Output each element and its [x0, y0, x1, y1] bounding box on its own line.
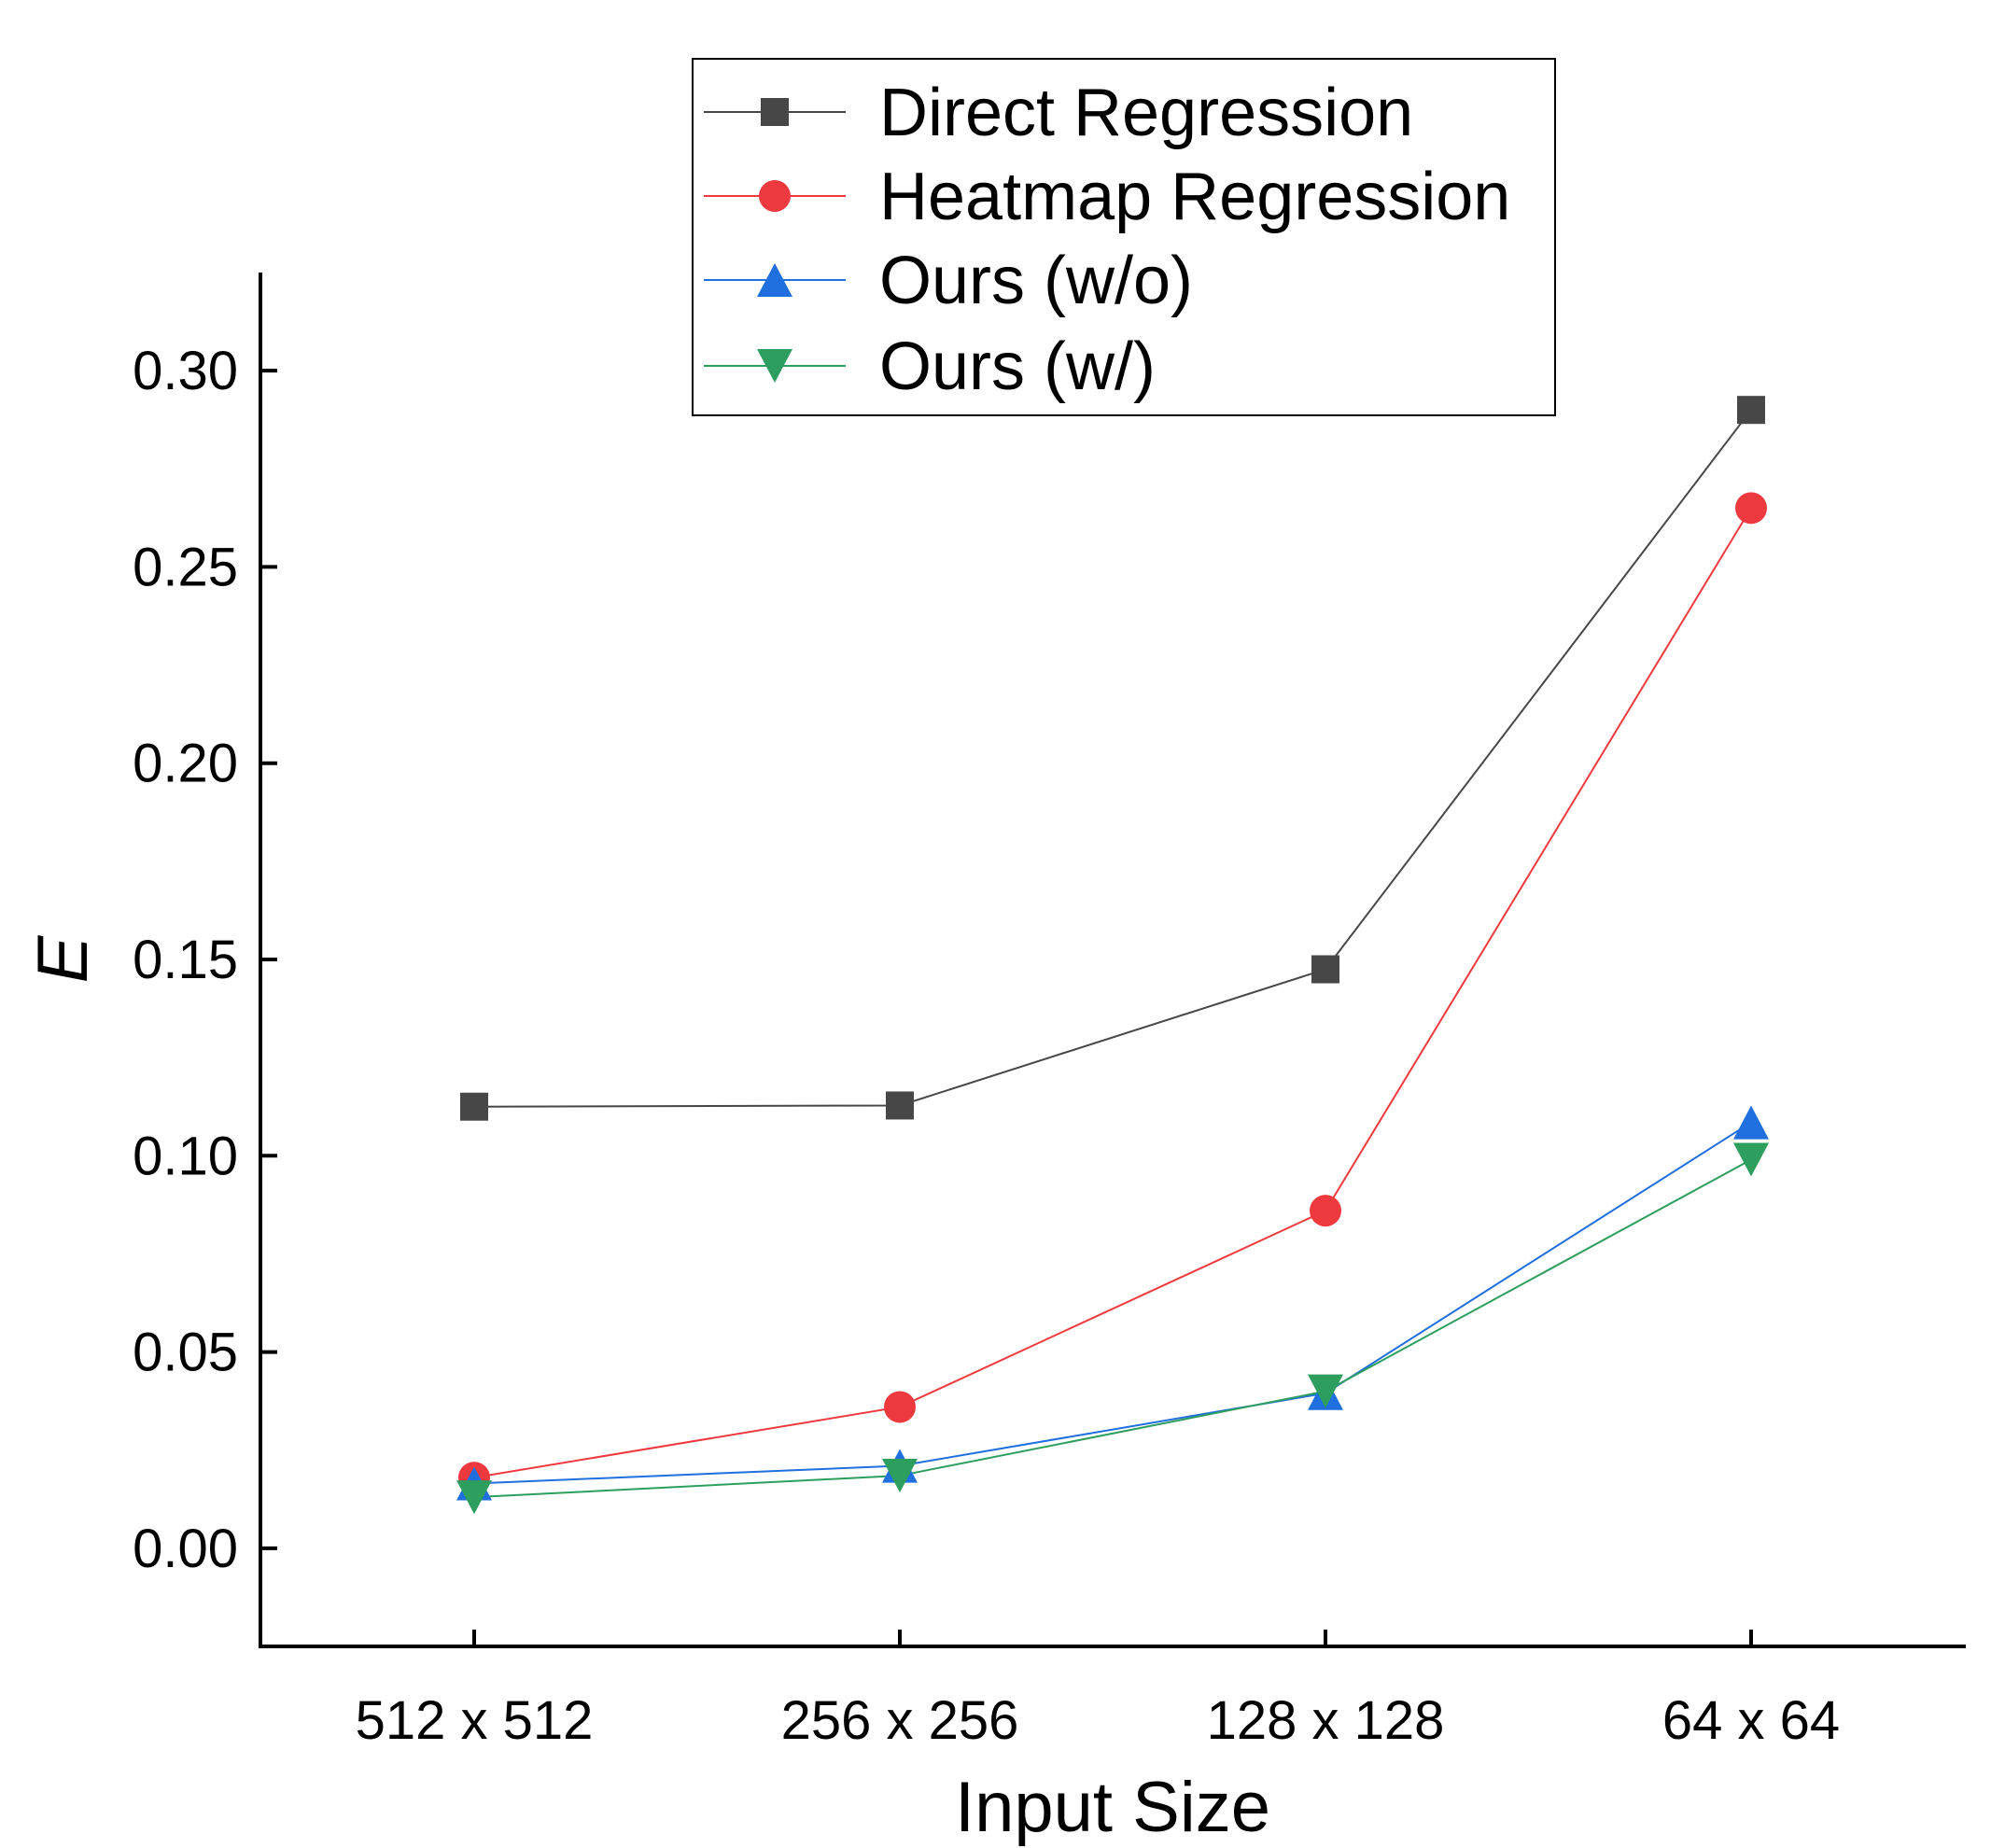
legend-marker: [761, 98, 789, 126]
y-tick-label: 0.10: [133, 1126, 238, 1186]
legend-label: Ours (w/): [879, 329, 1156, 404]
data-point: [1735, 492, 1767, 525]
x-tick-label: 64 x 64: [1662, 1690, 1840, 1751]
x-tick-label: 128 x 128: [1207, 1690, 1445, 1751]
data-point: [1311, 955, 1339, 984]
data-point: [882, 1459, 918, 1493]
x-tick-label: 256 x 256: [781, 1690, 1019, 1751]
data-point: [460, 1092, 488, 1121]
data-point: [886, 1091, 914, 1120]
legend-marker: [759, 180, 791, 212]
series-line-1: [473, 507, 1752, 1479]
chart-axes: [259, 273, 1966, 1648]
series-lines: [473, 409, 1752, 1499]
y-tick-label: 0.30: [133, 341, 238, 401]
data-point: [456, 1480, 492, 1515]
y-tick-label: 0.05: [133, 1323, 238, 1383]
x-axis-label: Input Size: [955, 1768, 1270, 1847]
legend-marker: [757, 348, 792, 384]
series-line-3: [473, 1158, 1752, 1499]
legend-box: [692, 58, 1556, 416]
legend: Direct Regression Heatmap Regression Ours …: [692, 58, 1556, 416]
data-point: [1737, 396, 1765, 425]
y-axis-ticks: 0.00 0.05 0.10 0.15 0.20 0.25 0.30: [133, 341, 277, 1579]
y-tick-label: 0.00: [133, 1519, 238, 1579]
y-tick-label: 0.20: [133, 734, 238, 794]
series-points: [456, 396, 1769, 1515]
data-point: [1310, 1195, 1341, 1227]
data-point: [1308, 1374, 1343, 1408]
series-line-0: [473, 409, 1752, 1108]
legend-label: Heatmap Regression: [879, 160, 1510, 234]
y-tick-label: 0.25: [133, 537, 238, 597]
x-tick-label: 512 x 512: [356, 1690, 594, 1751]
y-tick-label: 0.15: [133, 930, 238, 990]
x-axis-ticks: 512 x 512 256 x 256 128 x 128 64 x 64: [356, 1630, 1840, 1751]
legend-marker: [757, 262, 792, 298]
data-point: [1733, 1105, 1769, 1140]
legend-label: Ours (w/o): [879, 244, 1193, 318]
series-line-2: [473, 1121, 1752, 1485]
y-axis-label: E: [23, 934, 103, 983]
legend-label: Direct Regression: [879, 76, 1413, 150]
data-point: [884, 1391, 916, 1423]
data-point: [1733, 1142, 1769, 1177]
